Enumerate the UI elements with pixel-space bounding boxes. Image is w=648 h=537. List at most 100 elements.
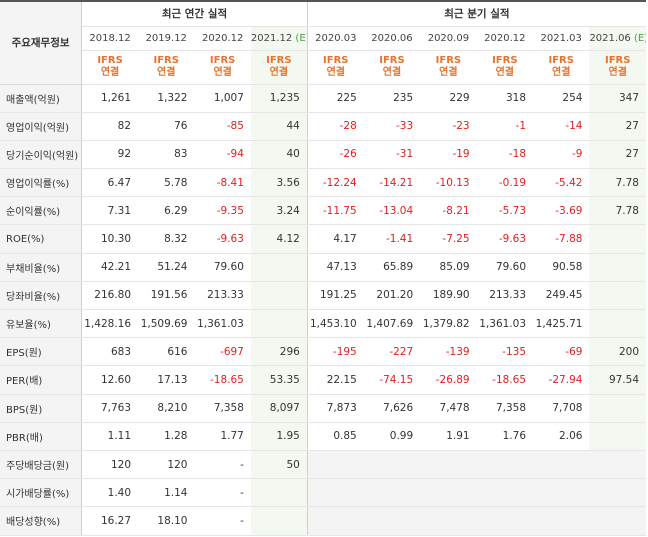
ifrs-basis-header: IFRS 연결 xyxy=(138,50,195,85)
value-cell: -3.69 xyxy=(533,196,590,226)
value-cell: 7,358 xyxy=(476,394,534,423)
value-cell: -28 xyxy=(307,112,364,141)
value-cell: 42.21 xyxy=(81,252,139,282)
value-cell: -74.15 xyxy=(363,365,421,395)
table-row: PBR(배) 1.11 1.28 1.77 1.95 0.85 0.99 1.91 1.76 2.… xyxy=(0,422,646,451)
ifrs-basis-header: IFRS 연결 xyxy=(589,50,646,85)
annual-period-header: 2020.12 xyxy=(194,26,251,51)
value-cell xyxy=(533,449,590,480)
value-cell xyxy=(589,224,646,254)
ifrs-basis-header: IFRS 연결 xyxy=(307,50,364,85)
ifrs-label: IFRS xyxy=(153,55,179,66)
value-cell: 1.40 xyxy=(81,478,139,508)
quarter-period-header-estimate: 2021.06 (E) xyxy=(589,26,646,51)
value-cell: 17.13 xyxy=(138,365,195,395)
ifrs-label: IFRS xyxy=(604,55,631,66)
value-cell: -94 xyxy=(194,140,251,170)
value-cell xyxy=(363,506,421,536)
value-cell: 27 xyxy=(589,140,646,170)
value-cell: 249.45 xyxy=(533,281,590,311)
consolidated-label: 연결 xyxy=(157,67,176,78)
ifrs-label: IFRS xyxy=(492,55,518,66)
value-cell: 6.47 xyxy=(81,168,139,198)
value-cell: 1,007 xyxy=(194,84,251,113)
row-label: 시가배당률(%) xyxy=(0,478,83,508)
value-cell: -8.21 xyxy=(420,196,477,226)
consolidated-label: 연결 xyxy=(608,67,627,78)
value-cell: -18.65 xyxy=(194,365,251,395)
value-cell xyxy=(589,422,646,451)
value-cell: -33 xyxy=(363,112,421,141)
value-cell: 7.78 xyxy=(589,196,646,226)
value-cell: - xyxy=(194,478,251,508)
value-cell xyxy=(307,506,364,536)
value-cell: 616 xyxy=(138,337,195,367)
value-cell xyxy=(420,506,477,536)
value-cell xyxy=(533,478,590,508)
value-cell xyxy=(250,309,308,339)
value-cell: -18 xyxy=(476,140,534,170)
value-cell: -19 xyxy=(420,140,477,170)
ifrs-basis-header: IFRS 연결 xyxy=(250,50,308,85)
consolidated-label: 연결 xyxy=(100,67,120,78)
value-cell: 225 xyxy=(307,84,364,113)
value-cell: -31 xyxy=(363,140,421,170)
value-cell: -13.04 xyxy=(363,196,421,226)
value-cell: 235 xyxy=(363,84,421,113)
consolidated-label: 연결 xyxy=(495,67,514,78)
value-cell: -23 xyxy=(420,112,477,141)
value-cell: 1,425.71 xyxy=(533,309,590,339)
value-cell: 1.91 xyxy=(420,422,477,451)
ifrs-basis-header: IFRS 연결 xyxy=(533,50,590,85)
row-label: 부채비율(%) xyxy=(0,252,83,282)
value-cell: 3.24 xyxy=(250,196,308,226)
ifrs-label: IFRS xyxy=(97,55,123,66)
value-cell: 189.90 xyxy=(420,281,477,311)
value-cell: 229 xyxy=(420,84,477,113)
value-cell: -1.41 xyxy=(363,224,421,254)
value-cell: - xyxy=(194,449,251,480)
row-label: 영업이익률(%) xyxy=(0,168,83,198)
consolidated-label: 연결 xyxy=(213,67,232,78)
row-label: 배당성향(%) xyxy=(0,506,83,536)
value-cell: 1,235 xyxy=(250,84,308,113)
ifrs-label: IFRS xyxy=(209,55,236,66)
value-cell: -14.21 xyxy=(363,168,421,198)
value-cell: 213.33 xyxy=(194,281,251,311)
value-cell: 216.80 xyxy=(81,281,139,311)
value-cell: 47.13 xyxy=(307,252,364,282)
value-cell: 82 xyxy=(81,112,139,141)
value-cell xyxy=(250,478,308,508)
value-cell: -5.73 xyxy=(476,196,534,226)
value-cell: 191.56 xyxy=(138,281,195,311)
value-cell: 79.60 xyxy=(194,252,251,282)
quarter-period-header: 2020.09 xyxy=(420,26,477,51)
value-cell: 12.60 xyxy=(81,365,139,395)
value-cell xyxy=(476,478,534,508)
table-row: 시가배당률(%) 1.40 1.14- xyxy=(0,478,646,508)
value-cell xyxy=(589,506,646,536)
row-label: 주당배당금(원) xyxy=(0,449,83,480)
value-cell: 1,407.69 xyxy=(363,309,421,339)
value-cell: 79.60 xyxy=(476,252,534,282)
ifrs-label: IFRS xyxy=(379,55,405,66)
value-cell: 18.10 xyxy=(138,506,195,536)
table-row: ROE(%) 10.30 8.32 -9.63 4.12 4.17 -1.41 -7.25 -9… xyxy=(0,224,646,254)
table-row: EPS(원) 683 616 -697 296 -195 -227 -139 -135 -69 20… xyxy=(0,337,646,367)
consolidated-label: 연결 xyxy=(326,67,345,78)
value-cell: -9.35 xyxy=(194,196,251,226)
table-row: 영업이익(억원) 82 76 -85 44 -28 -33 -23 -1 -14 27 xyxy=(0,112,646,141)
value-cell: 1.11 xyxy=(81,422,139,451)
value-cell: 53.35 xyxy=(250,365,308,395)
quarter-period-header: 2021.03 xyxy=(533,26,590,51)
ifrs-basis-header: IFRS 연결 xyxy=(476,50,534,85)
row-label: 당기순이익(억원) xyxy=(0,140,83,170)
value-cell xyxy=(420,449,477,480)
value-cell: 7,626 xyxy=(363,394,421,423)
value-cell: 4.17 xyxy=(307,224,364,254)
value-cell xyxy=(363,449,421,480)
value-cell xyxy=(250,281,308,311)
ifrs-label: IFRS xyxy=(435,55,462,66)
row-label: PER(배) xyxy=(0,365,83,395)
